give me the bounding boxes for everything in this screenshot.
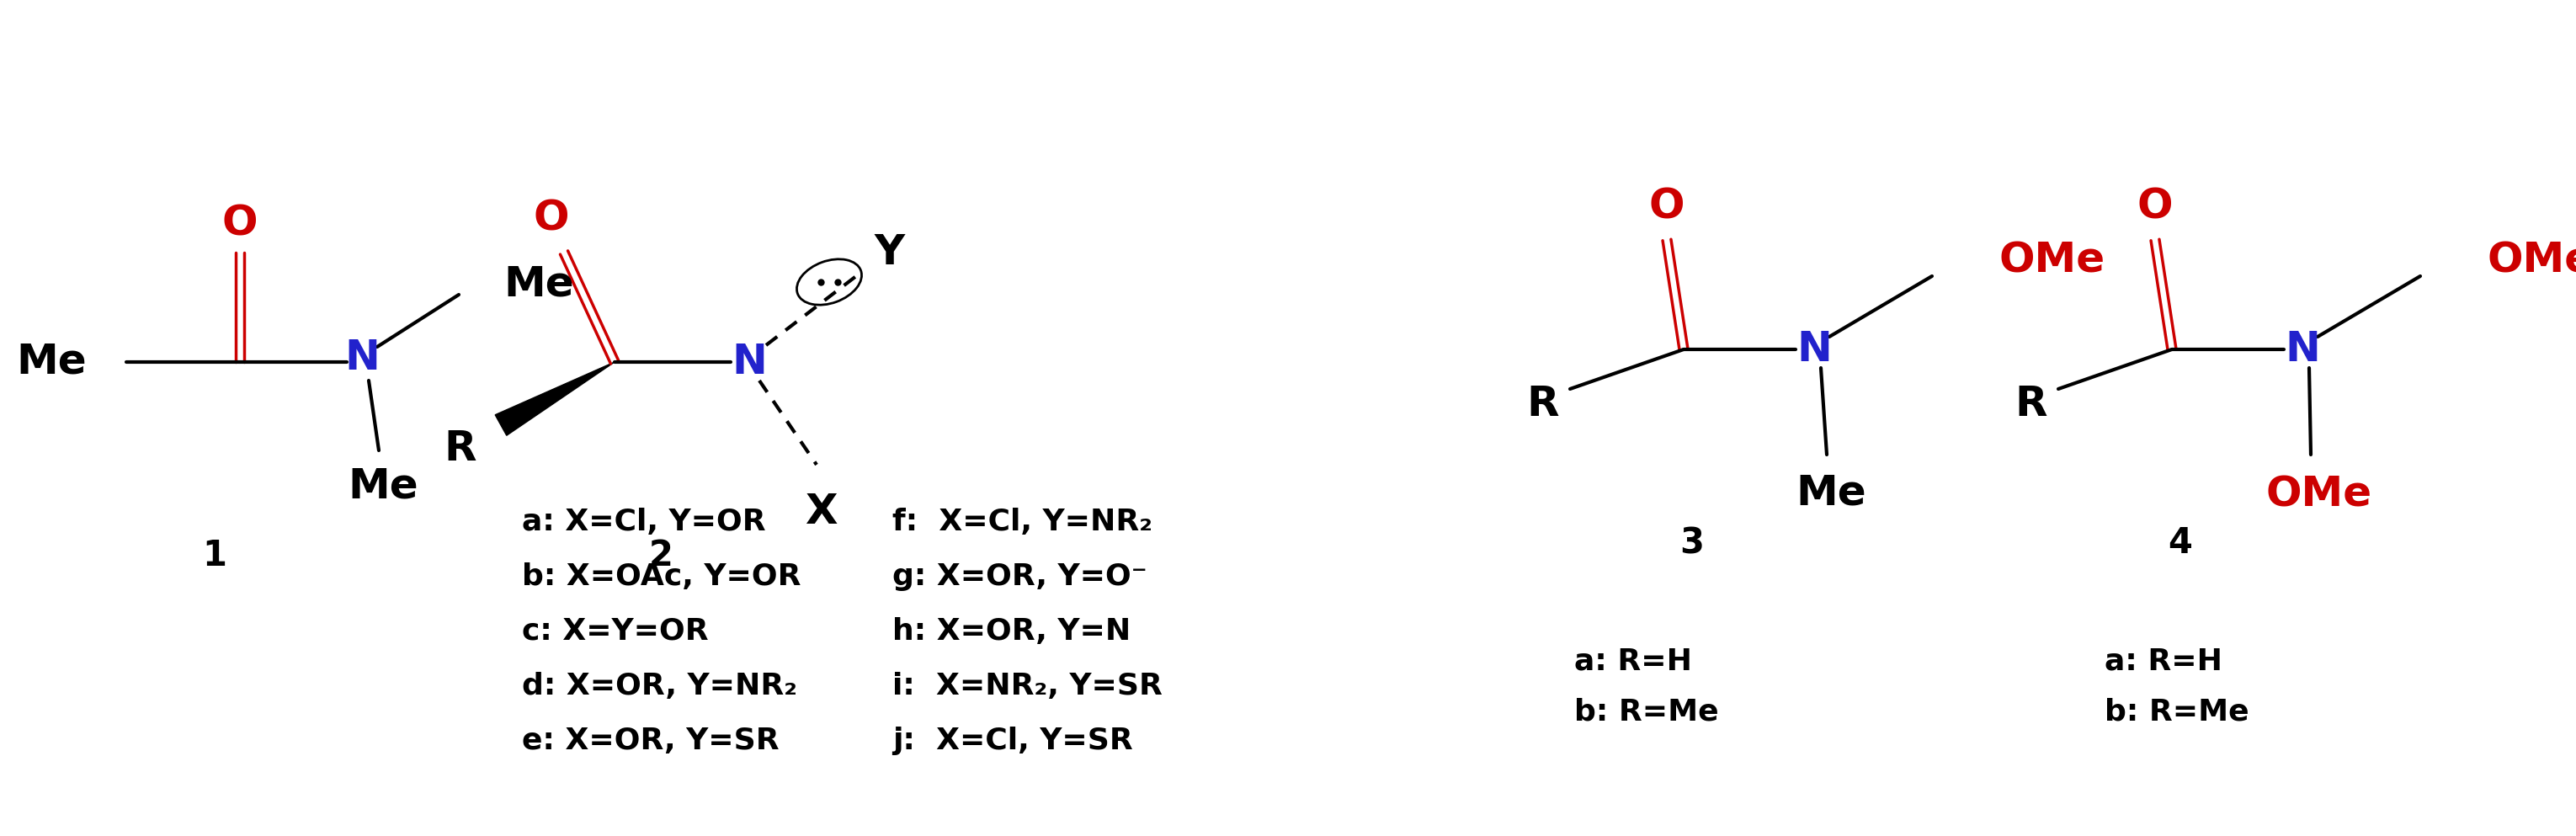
- Text: j:  X=Cl, Y=SR: j: X=Cl, Y=SR: [891, 726, 1133, 755]
- Text: R: R: [1528, 384, 1558, 425]
- Text: e: X=OR, Y=SR: e: X=OR, Y=SR: [523, 726, 778, 755]
- Text: OMe: OMe: [2488, 241, 2576, 281]
- Text: N: N: [345, 338, 379, 378]
- Text: f:  X=Cl, Y=NR₂: f: X=Cl, Y=NR₂: [891, 507, 1151, 536]
- Text: 1: 1: [204, 538, 227, 573]
- Text: a: R=H: a: R=H: [2105, 646, 2223, 675]
- Text: O: O: [533, 199, 569, 239]
- Text: OMe: OMe: [1999, 241, 2105, 281]
- Text: b: X=OAc, Y=OR: b: X=OAc, Y=OR: [523, 563, 801, 591]
- Text: X: X: [804, 492, 837, 532]
- Text: R: R: [443, 429, 477, 469]
- Text: O: O: [1649, 186, 1685, 227]
- Text: 3: 3: [1680, 525, 1705, 561]
- Text: b: R=Me: b: R=Me: [2105, 697, 2249, 726]
- Text: R: R: [2014, 384, 2048, 425]
- Text: h: X=OR, Y=N: h: X=OR, Y=N: [891, 617, 1131, 645]
- Text: N: N: [1795, 329, 1832, 370]
- Text: Me: Me: [502, 263, 574, 304]
- Text: c: X=Y=OR: c: X=Y=OR: [523, 617, 708, 645]
- Text: Y: Y: [876, 232, 904, 273]
- Text: a: X=Cl, Y=OR: a: X=Cl, Y=OR: [523, 507, 765, 536]
- Text: Me: Me: [15, 342, 88, 382]
- Text: a: R=H: a: R=H: [1574, 646, 1692, 675]
- Text: 4: 4: [2169, 525, 2192, 561]
- Text: Me: Me: [1795, 472, 1865, 512]
- Text: b: R=Me: b: R=Me: [1574, 697, 1718, 726]
- Text: O: O: [2138, 186, 2174, 227]
- Polygon shape: [495, 362, 616, 436]
- Text: O: O: [222, 203, 258, 243]
- Text: N: N: [732, 342, 768, 382]
- Text: g: X=OR, Y=O⁻: g: X=OR, Y=O⁻: [891, 563, 1146, 591]
- Text: i:  X=NR₂, Y=SR: i: X=NR₂, Y=SR: [891, 672, 1162, 701]
- Text: 2: 2: [649, 538, 672, 573]
- Text: Me: Me: [348, 466, 417, 507]
- Text: OMe: OMe: [2267, 474, 2372, 514]
- Text: d: X=OR, Y=NR₂: d: X=OR, Y=NR₂: [523, 672, 796, 701]
- Text: N: N: [2285, 329, 2321, 370]
